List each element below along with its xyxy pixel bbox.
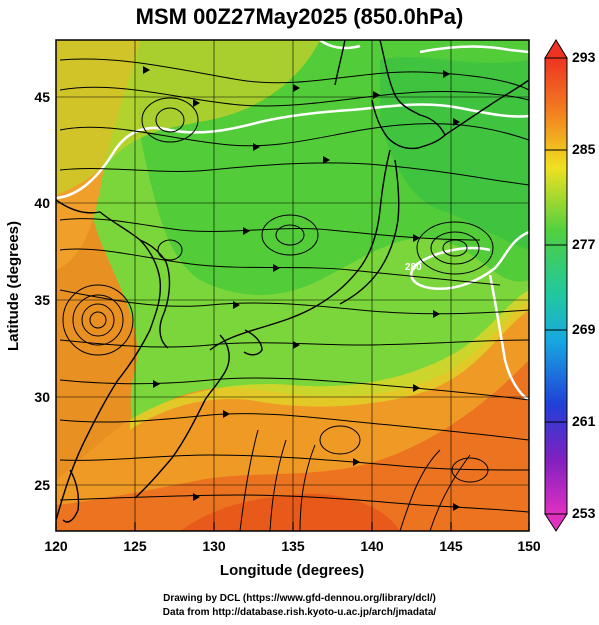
temperature-field: 280	[56, 40, 529, 531]
footer-data-source: Data from http://database.rish.kyoto-u.a…	[162, 607, 437, 618]
x-tick-140: 140	[360, 538, 384, 554]
y-tick-45: 45	[34, 89, 50, 105]
colorbar-top-arrow	[544, 39, 568, 59]
x-tick-120: 120	[44, 538, 68, 554]
y-tick-40: 40	[34, 195, 50, 211]
streamline-arrows	[143, 66, 460, 511]
x-tick-145: 145	[439, 538, 463, 554]
colorbar-scale	[544, 57, 568, 515]
colorbar-bottom-arrow	[544, 513, 568, 532]
colorbar-tick-253: 253	[572, 505, 596, 521]
colorbar: 293 285 277 269 261 253	[544, 39, 596, 532]
colorbar-tick-269: 269	[572, 321, 596, 337]
y-tick-35: 35	[34, 292, 50, 308]
coastlines	[56, 40, 529, 523]
x-tick-labels: 120 125 130 135 140 145 150	[44, 538, 541, 554]
x-tick-150: 150	[517, 538, 541, 554]
colorbar-tick-293: 293	[572, 49, 596, 65]
colorbar-tick-285: 285	[572, 141, 596, 157]
x-axis-ticks	[55, 522, 530, 531]
y-tick-25: 25	[34, 477, 50, 493]
footer-credit: Drawing by DCL (https://www.gfd-dennou.o…	[163, 593, 436, 604]
y-tick-30: 30	[34, 389, 50, 405]
contour-lines	[56, 40, 529, 402]
y-tick-labels: 25 30 35 40 45	[34, 89, 50, 493]
y-axis-label: Latitude (degrees)	[5, 221, 22, 351]
colorbar-tick-277: 277	[572, 236, 596, 252]
gridlines	[56, 40, 529, 531]
wind-streamlines	[59, 58, 529, 531]
x-tick-125: 125	[123, 538, 147, 554]
colorbar-tick-261: 261	[572, 413, 596, 429]
contour-label: 280	[405, 262, 422, 273]
x-tick-130: 130	[202, 538, 226, 554]
x-axis-label: Longitude (degrees)	[220, 562, 364, 579]
map-title: MSM 00Z27May2025 (850.0hPa)	[135, 4, 464, 29]
x-tick-135: 135	[281, 538, 305, 554]
